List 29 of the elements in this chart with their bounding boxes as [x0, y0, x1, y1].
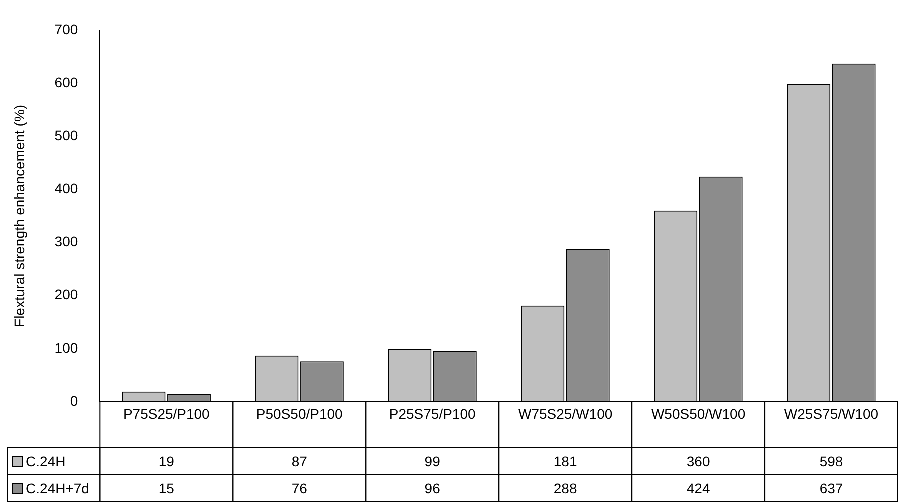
data-label: 181 — [554, 453, 578, 470]
data-label: 99 — [424, 453, 441, 470]
data-label: 96 — [424, 480, 441, 496]
data-label: 288 — [554, 480, 578, 496]
y-tick-label: 0 — [70, 392, 78, 409]
x-tick-label: P25S75/P100 — [389, 406, 476, 422]
x-tick-label: W25S75/W100 — [784, 406, 879, 422]
data-label: 598 — [820, 453, 844, 470]
data-label: 76 — [292, 480, 308, 496]
data-label: 424 — [686, 480, 710, 496]
y-axis-title: Flextural strength enhancement (%) — [11, 104, 28, 328]
y-tick-label: 300 — [54, 234, 78, 250]
data-label: 637 — [820, 480, 844, 496]
x-tick-label: W75S25/W100 — [518, 406, 613, 422]
y-tick-label: 100 — [54, 340, 78, 356]
y-tick-label: 500 — [54, 127, 78, 144]
y-tick-label: 700 — [54, 21, 78, 38]
data-label: 15 — [158, 480, 175, 496]
x-tick-label: P50S50/P100 — [256, 406, 344, 422]
y-tick-label: 600 — [54, 74, 78, 90]
x-tick-label: P75S25/P100 — [123, 406, 210, 422]
x-tick-label: W50S50/W100 — [651, 406, 746, 422]
y-tick-label: 200 — [54, 286, 78, 303]
legend-label: C.24H — [26, 453, 66, 470]
data-label: 360 — [686, 453, 710, 470]
y-tick-label: 400 — [54, 180, 78, 197]
data-label: 19 — [158, 453, 175, 470]
data-label: 87 — [292, 453, 308, 470]
legend-label: C.24H+7d — [26, 480, 90, 496]
